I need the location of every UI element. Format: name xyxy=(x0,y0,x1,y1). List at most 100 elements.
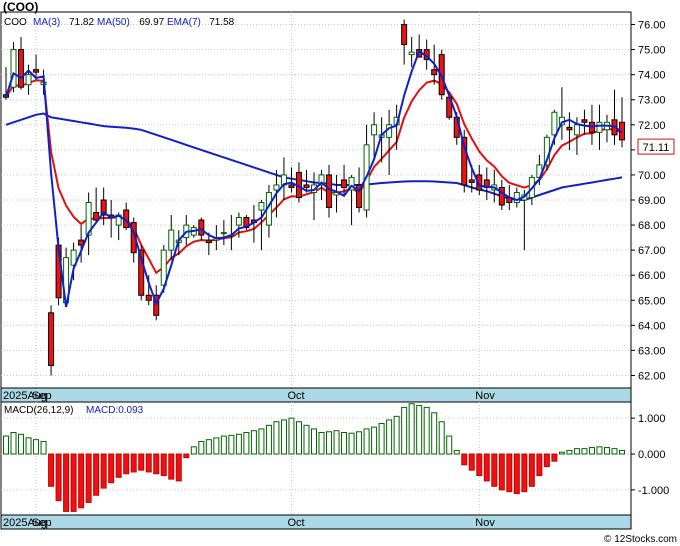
macd-bar xyxy=(115,453,122,478)
candle xyxy=(341,164,348,195)
price-tick-label: 69.00 xyxy=(638,195,666,207)
macd-bar xyxy=(63,453,70,512)
candle-body xyxy=(273,184,280,191)
candle-body xyxy=(93,212,100,221)
macd-bar xyxy=(138,453,145,471)
macd-bar xyxy=(228,434,235,455)
candle-body xyxy=(596,121,603,133)
candle-body xyxy=(581,119,588,123)
macd-bar xyxy=(243,431,250,455)
candle xyxy=(371,112,378,160)
macd-bar xyxy=(431,412,438,455)
price-grid xyxy=(1,12,631,388)
macd-bar xyxy=(588,447,595,455)
x-tick-label: 2025Aug xyxy=(3,390,47,402)
source-credit: © 12Stocks.com xyxy=(604,534,677,545)
candle xyxy=(303,169,310,193)
macd-bar xyxy=(153,453,160,475)
ma3-line xyxy=(5,49,623,308)
x-tick-label: Nov xyxy=(475,517,495,529)
candle-body xyxy=(258,202,265,211)
candle xyxy=(461,129,468,193)
x-tick-label: Oct xyxy=(287,517,304,529)
macd-label: MACD(26,12,9) xyxy=(4,405,73,416)
macd-bar xyxy=(566,449,573,455)
macd-bar xyxy=(498,453,505,491)
macd-bar xyxy=(303,424,310,455)
macd-bar xyxy=(10,431,17,455)
macd-bar xyxy=(371,426,378,455)
candle xyxy=(581,109,588,135)
macd-bar xyxy=(311,428,317,455)
x-tick-label: Nov xyxy=(475,390,495,402)
macd-bar xyxy=(295,421,302,455)
candle-body xyxy=(198,219,205,236)
macd-bar xyxy=(190,446,197,455)
candle xyxy=(288,167,295,193)
indicator-label: MA(50) xyxy=(97,17,130,28)
candle xyxy=(235,212,242,238)
date-bar xyxy=(0,387,632,403)
candle xyxy=(18,37,25,90)
macd-bar xyxy=(318,431,325,455)
macd-tick-label: 1.000 xyxy=(638,413,666,425)
indicator-label: COO xyxy=(4,17,27,28)
macd-bar xyxy=(168,453,175,480)
last-price-tag: 71.11 xyxy=(637,138,675,155)
indicator-value: 71.58 xyxy=(209,17,234,28)
macd-bar xyxy=(453,449,460,455)
candle-body xyxy=(25,74,32,86)
macd-bar xyxy=(93,453,100,496)
macd-bar xyxy=(33,439,40,455)
macd-bar xyxy=(461,453,468,466)
price-tick-label: 65.00 xyxy=(638,295,666,307)
candle xyxy=(258,200,265,251)
candle xyxy=(498,179,505,211)
macd-bar xyxy=(18,433,25,455)
macd-bar xyxy=(341,431,348,455)
candle xyxy=(566,112,573,150)
candle-body xyxy=(235,217,242,226)
candle xyxy=(513,187,520,208)
macd-value: MACD:0.093 xyxy=(86,405,144,416)
x-tick-label: Sep xyxy=(32,517,52,529)
macd-bar xyxy=(78,453,85,509)
candle-body xyxy=(220,232,227,235)
macd-bar xyxy=(468,453,475,471)
macd-bar xyxy=(333,430,340,455)
candle xyxy=(93,187,100,223)
macd-bar xyxy=(423,406,430,455)
candle-body xyxy=(356,184,363,209)
candle-body xyxy=(348,176,355,191)
macd-bar xyxy=(551,453,558,462)
candle xyxy=(205,232,212,256)
macd-bar xyxy=(100,453,107,489)
x-tick-label: 2025Aug xyxy=(3,517,47,529)
macd-bar xyxy=(198,440,205,455)
candle-body xyxy=(551,111,558,136)
price-tick-label: 75.00 xyxy=(638,45,666,57)
last-price-label: 71.11 xyxy=(643,142,670,154)
macd-bar xyxy=(280,419,287,455)
candle-body xyxy=(498,186,505,206)
macd-bar xyxy=(213,437,220,455)
price-tick-label: 73.00 xyxy=(638,95,666,107)
candle xyxy=(70,242,77,281)
candle-body xyxy=(341,179,348,188)
candle-body xyxy=(461,136,468,186)
macd-histogram xyxy=(3,403,625,512)
price-tick-label: 62.00 xyxy=(638,370,666,382)
macd-bar xyxy=(513,453,520,494)
macd-bar xyxy=(48,453,55,487)
candle xyxy=(596,104,603,150)
macd-bar xyxy=(543,453,550,468)
candle-body xyxy=(288,184,295,188)
candle-body xyxy=(566,126,573,131)
x-tick-label: Oct xyxy=(287,390,304,402)
price-tick-label: 64.00 xyxy=(638,320,666,332)
candle-body xyxy=(168,229,175,251)
candle-body xyxy=(138,249,145,296)
